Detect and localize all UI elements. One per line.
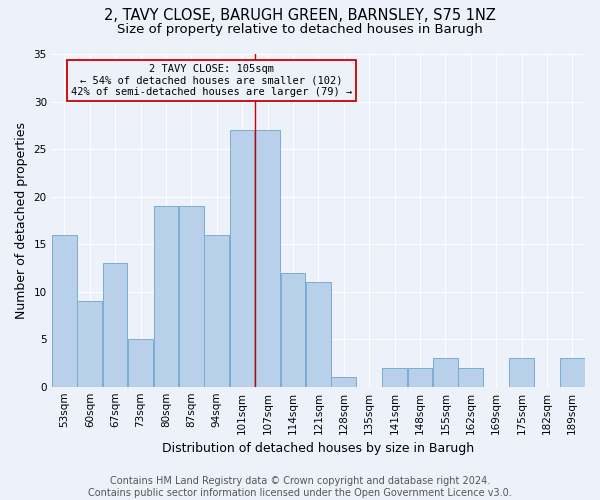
Bar — [52, 234, 77, 386]
Bar — [128, 339, 153, 386]
Bar — [205, 234, 229, 386]
Bar — [331, 377, 356, 386]
Bar — [154, 206, 178, 386]
Y-axis label: Number of detached properties: Number of detached properties — [15, 122, 28, 319]
X-axis label: Distribution of detached houses by size in Barugh: Distribution of detached houses by size … — [162, 442, 475, 455]
Bar — [230, 130, 254, 386]
Bar — [560, 358, 584, 386]
Bar — [77, 301, 102, 386]
Bar — [281, 272, 305, 386]
Bar — [306, 282, 331, 387]
Text: 2, TAVY CLOSE, BARUGH GREEN, BARNSLEY, S75 1NZ: 2, TAVY CLOSE, BARUGH GREEN, BARNSLEY, S… — [104, 8, 496, 22]
Text: Contains HM Land Registry data © Crown copyright and database right 2024.
Contai: Contains HM Land Registry data © Crown c… — [88, 476, 512, 498]
Text: 2 TAVY CLOSE: 105sqm
← 54% of detached houses are smaller (102)
42% of semi-deta: 2 TAVY CLOSE: 105sqm ← 54% of detached h… — [71, 64, 352, 97]
Bar — [458, 368, 483, 386]
Bar — [407, 368, 432, 386]
Bar — [382, 368, 407, 386]
Bar — [433, 358, 458, 386]
Bar — [509, 358, 534, 386]
Bar — [255, 130, 280, 386]
Text: Size of property relative to detached houses in Barugh: Size of property relative to detached ho… — [117, 22, 483, 36]
Bar — [103, 263, 127, 386]
Bar — [179, 206, 203, 386]
